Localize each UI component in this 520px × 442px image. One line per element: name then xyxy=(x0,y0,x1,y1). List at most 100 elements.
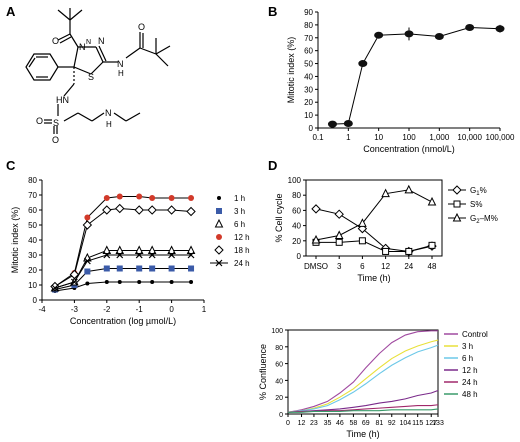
atom-hn: HN xyxy=(56,95,69,105)
d2-y-tick-label: 40 xyxy=(275,378,283,385)
c-y-tick-label: 20 xyxy=(28,266,37,275)
d1-legend-name: G xyxy=(470,186,476,195)
c-y-tick-label: 80 xyxy=(28,176,37,185)
c-y-tick-label: 60 xyxy=(28,206,37,215)
atom-n3: N xyxy=(98,36,105,46)
c-data-point xyxy=(83,257,91,265)
c-x-tick-label: -3 xyxy=(71,305,79,314)
panel-a-letter: A xyxy=(6,4,16,19)
c-data-point xyxy=(102,205,112,215)
c-data-point xyxy=(149,265,156,272)
c-legend-label: 18 h xyxy=(234,246,250,255)
c-x-tick-label: -4 xyxy=(38,305,46,314)
c-data-point xyxy=(102,245,112,254)
c-legend-marker xyxy=(214,245,224,255)
b-data-point xyxy=(374,31,384,39)
d1-data-point xyxy=(311,204,321,214)
atom-n-amide: N xyxy=(117,59,124,69)
d2-series-line xyxy=(288,408,439,413)
c-legend-label: 3 h xyxy=(234,207,245,216)
atom-h-amine: H xyxy=(106,120,112,129)
panel-d-confluence-marks xyxy=(287,330,439,413)
b-y-tick-label: 60 xyxy=(304,47,313,56)
d1-legend-marker xyxy=(452,212,462,222)
panel-c-axes: 0 10 20 30 40 50 60 70 80 -4 -3 -2 -1 0 1 Concentration… xyxy=(10,176,207,326)
c-x-axis-label: Concentration (log µmol/L) xyxy=(70,316,176,326)
c-data-point xyxy=(166,205,177,215)
c-x-tick-label: -1 xyxy=(136,305,144,314)
d2-plot-frame xyxy=(287,329,439,415)
c-data-point xyxy=(104,280,109,284)
c-y-tick-label: 0 xyxy=(33,296,38,305)
d1-y-tick-label: 40 xyxy=(292,222,301,231)
panel-b-marks xyxy=(327,23,505,128)
c-y-tick-label: 10 xyxy=(28,281,37,290)
d2-x-tick-label: 115 xyxy=(412,420,423,427)
d1-data-point xyxy=(405,247,413,255)
panel-a-structure: A xyxy=(6,4,171,145)
c-legend-marker xyxy=(216,234,222,240)
panel-b-letter: B xyxy=(268,4,277,19)
d1-x-axis-label: Time (h) xyxy=(357,273,390,283)
c-legend-label: 1 h xyxy=(234,194,245,203)
d1-data-point xyxy=(404,184,414,194)
panel-b-axes: 0 10 20 30 40 50 60 70 80 90 0.1 1 10 100 1,000 10,000 1… xyxy=(286,8,515,154)
d2-legend-label: 24 h xyxy=(462,378,478,387)
d1-data-point xyxy=(427,196,437,206)
c-data-point xyxy=(147,245,157,254)
panel-b-chart: B 0 10 20 30 40 50 60 70 80 90 0.1 1 10 100 1,000 10,00… xyxy=(268,4,515,154)
c-x-tick-label: -2 xyxy=(103,305,111,314)
atom-n2: N xyxy=(86,39,91,46)
d1-plot-frame xyxy=(305,179,443,257)
d1-legend-label: G1% xyxy=(470,186,487,197)
c-x-tick-label: 1 xyxy=(202,305,207,314)
b-x-tick-label: 100,000 xyxy=(486,133,515,142)
c-legend-label: 24 h xyxy=(234,259,250,268)
b-data-point xyxy=(327,120,337,128)
d2-x-tick-label: 12 xyxy=(298,420,306,427)
d1-legend-marker xyxy=(452,185,462,195)
c-data-point xyxy=(115,203,125,214)
c-data-point xyxy=(116,193,123,200)
d1-y-tick-label: 20 xyxy=(292,237,301,246)
d1-legend-subscript: 1 xyxy=(476,191,480,197)
c-data-point xyxy=(186,206,196,217)
c-data-point xyxy=(103,265,110,272)
d2-x-tick-label: 46 xyxy=(336,420,344,427)
c-data-point xyxy=(134,245,144,254)
d1-data-point xyxy=(334,230,344,239)
c-data-point xyxy=(117,280,122,284)
c-data-point xyxy=(116,265,123,272)
d1-legend-subscript: 2 xyxy=(476,219,480,225)
d2-x-axis-label: Time (h) xyxy=(346,429,379,439)
d1-x-tick-label: DMSO xyxy=(304,262,328,271)
b-y-tick-label: 0 xyxy=(309,124,314,133)
atom-s2: S xyxy=(53,118,59,128)
panel-c-letter: C xyxy=(6,158,16,173)
c-data-point xyxy=(82,220,93,230)
d2-y-tick-label: 20 xyxy=(275,395,283,402)
d2-series-line xyxy=(287,339,439,413)
b-y-tick-label: 30 xyxy=(304,85,313,94)
d1-data-point xyxy=(334,209,344,219)
d1-legend-name: G xyxy=(470,214,476,223)
b-y-tick-label: 20 xyxy=(304,98,313,107)
d2-legend-label: Control xyxy=(462,330,488,339)
panel-c-chart: C 0 10 20 30 40 50 60 70 80 -4 -3 -2 -1 0 1 Concentrati… xyxy=(6,158,250,326)
c-data-point xyxy=(168,251,176,259)
c-data-point xyxy=(103,195,110,201)
b-y-axis-label: Mitotic index (%) xyxy=(286,37,296,104)
panel-c-marks xyxy=(50,193,196,293)
d1-data-point xyxy=(335,238,343,246)
d1-data-point xyxy=(428,241,436,249)
c-data-point xyxy=(116,251,124,259)
d2-x-tick-label: 69 xyxy=(362,420,370,427)
d2-y-tick-label: 100 xyxy=(271,328,283,335)
d1-y-tick-label: 100 xyxy=(288,176,302,185)
c-data-point xyxy=(167,245,176,254)
c-data-point xyxy=(186,245,196,254)
d1-x-tick-label: 24 xyxy=(404,262,413,271)
b-x-tick-label: 10 xyxy=(374,133,383,142)
c-data-point xyxy=(115,245,125,254)
d1-series-line xyxy=(316,240,433,252)
